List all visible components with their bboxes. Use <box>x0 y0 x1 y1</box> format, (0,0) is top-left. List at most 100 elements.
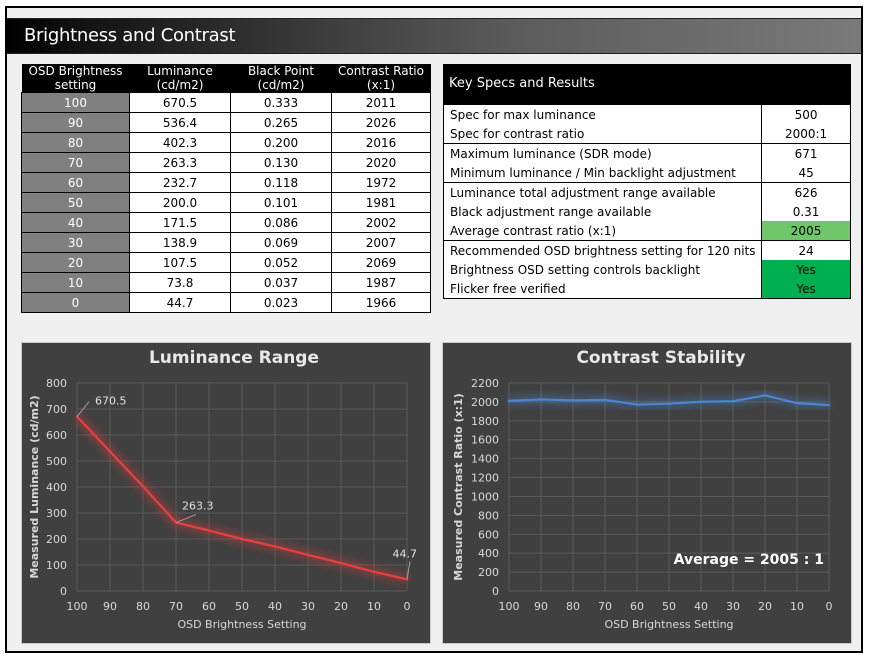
x-tick-label: 90 <box>534 600 548 613</box>
section-title: Brightness and Contrast <box>24 25 236 46</box>
x-tick-label: 30 <box>726 600 740 613</box>
x-tick-label: 40 <box>694 600 708 613</box>
spec-label: Black adjustment range available <box>442 202 763 221</box>
spec-value: 2000:1 <box>761 124 851 144</box>
table-row: 30 138.9 0.069 2007 <box>21 232 431 253</box>
x-tick-label: 100 <box>499 600 520 613</box>
data-label: 44.7 <box>393 547 418 560</box>
y-tick-label: 2200 <box>471 377 499 390</box>
data-point <box>207 529 211 532</box>
cell-luminance: 263.3 <box>129 152 231 173</box>
data-label-leader <box>175 514 197 524</box>
spec-row: Luminance total adjustment range availab… <box>442 182 851 202</box>
table-row: 60 232.7 0.118 1972 <box>21 172 431 193</box>
cell-osd: 60 <box>21 172 130 193</box>
table-row: 70 263.3 0.130 2020 <box>21 152 431 173</box>
cell-black-point: 0.130 <box>230 152 332 173</box>
cell-black-point: 0.200 <box>230 132 332 153</box>
y-tick-label: 800 <box>46 377 67 390</box>
x-axis-label: OSD Brightness Setting <box>604 618 733 631</box>
table-row: 40 171.5 0.086 2002 <box>21 212 431 233</box>
header-osd: OSD Brightness setting <box>21 64 130 93</box>
spec-label: Luminance total adjustment range availab… <box>442 182 763 202</box>
y-tick-label: 200 <box>46 533 67 546</box>
cell-osd: 10 <box>21 272 130 293</box>
data-point <box>141 485 145 488</box>
table-row: 100 670.5 0.333 2011 <box>21 92 431 113</box>
y-tick-label: 1000 <box>471 490 499 503</box>
cell-luminance: 138.9 <box>129 232 231 253</box>
cell-osd: 40 <box>21 212 130 233</box>
cell-luminance: 73.8 <box>129 272 231 293</box>
spec-value: 500 <box>761 104 851 124</box>
cell-osd: 20 <box>21 252 130 273</box>
x-tick-label: 30 <box>301 600 315 613</box>
data-label: 263.3 <box>182 500 214 513</box>
y-tick-label: 1400 <box>471 453 499 466</box>
luminance-chart-svg: Luminance Range0100200300400500600700800… <box>28 348 418 631</box>
header-line: Black Point <box>247 64 315 78</box>
spec-row: Average contrast ratio (x:1) 2005 <box>442 221 851 241</box>
spec-value: Yes <box>761 279 851 299</box>
cell-luminance: 44.7 <box>129 292 231 313</box>
contrast-chart-svg: Contrast Stability0200400600800100012001… <box>452 348 833 631</box>
data-point <box>795 401 799 405</box>
section-header: Brightness and Contrast <box>7 18 861 54</box>
x-tick-label: 70 <box>169 600 183 613</box>
header-line: (x:1) <box>366 78 396 92</box>
key-specs-panel: Key Specs and Results Spec for max lumin… <box>442 64 851 299</box>
y-tick-label: 1200 <box>471 472 499 485</box>
cell-contrast: 2069 <box>331 252 431 273</box>
spec-value: 24 <box>761 240 851 260</box>
cell-contrast: 1972 <box>331 172 431 193</box>
data-point <box>763 394 767 397</box>
data-point <box>827 403 831 407</box>
cell-luminance: 171.5 <box>129 212 231 233</box>
spec-value: 0.31 <box>761 202 851 221</box>
spec-value: 626 <box>761 182 851 202</box>
spec-label: Flicker free verified <box>442 279 763 299</box>
table-row: 10 73.8 0.037 1987 <box>21 272 431 293</box>
data-point <box>539 398 543 401</box>
cell-osd: 90 <box>21 112 130 133</box>
x-tick-label: 50 <box>662 600 676 613</box>
header-line: setting <box>54 78 97 92</box>
data-point <box>306 553 310 557</box>
cell-contrast: 2007 <box>331 232 431 253</box>
table-header-row: OSD Brightness setting Luminance (cd/m2) B… <box>21 64 431 93</box>
luminance-chart: Luminance Range 0 100 200 300 400 500 600 700 800… <box>21 342 431 644</box>
x-tick-label: 80 <box>566 600 580 613</box>
spec-row: Spec for contrast ratio 2000:1 <box>442 124 851 144</box>
cell-luminance: 402.3 <box>129 132 231 153</box>
spec-value: 671 <box>761 143 851 163</box>
header-line: Contrast Ratio <box>338 64 424 78</box>
cell-black-point: 0.069 <box>230 232 332 253</box>
spec-label: Spec for max luminance <box>442 104 763 124</box>
cell-contrast: 2020 <box>331 152 431 173</box>
y-tick-label: 400 <box>46 481 67 494</box>
y-tick-label: 300 <box>46 507 67 520</box>
data-label: 670.5 <box>95 395 127 408</box>
data-point <box>108 450 112 453</box>
y-tick-label: 1600 <box>471 434 499 447</box>
data-point <box>603 398 607 402</box>
y-tick-label: 0 <box>60 585 67 598</box>
cell-contrast: 2002 <box>331 212 431 233</box>
y-tick-label: 600 <box>478 528 499 541</box>
spec-row: Recommended OSD brightness setting for 1… <box>442 240 851 260</box>
header-black-point: Black Point (cd/m2) <box>230 64 332 93</box>
y-tick-label: 400 <box>478 547 499 560</box>
key-specs-title: Key Specs and Results <box>443 64 851 104</box>
x-tick-label: 100 <box>67 600 88 613</box>
x-tick-label: 60 <box>202 600 216 613</box>
cell-luminance: 670.5 <box>129 92 231 113</box>
cell-contrast: 1981 <box>331 192 431 213</box>
data-point <box>372 570 376 574</box>
x-tick-label: 70 <box>598 600 612 613</box>
header-line: (cd/m2) <box>156 78 204 92</box>
brightness-table: OSD Brightness setting Luminance (cd/m2) B… <box>21 64 431 313</box>
y-tick-label: 100 <box>46 559 67 572</box>
spec-value: Yes <box>761 260 851 279</box>
spec-label: Average contrast ratio (x:1) <box>442 221 763 241</box>
table-row: 50 200.0 0.101 1981 <box>21 192 431 213</box>
